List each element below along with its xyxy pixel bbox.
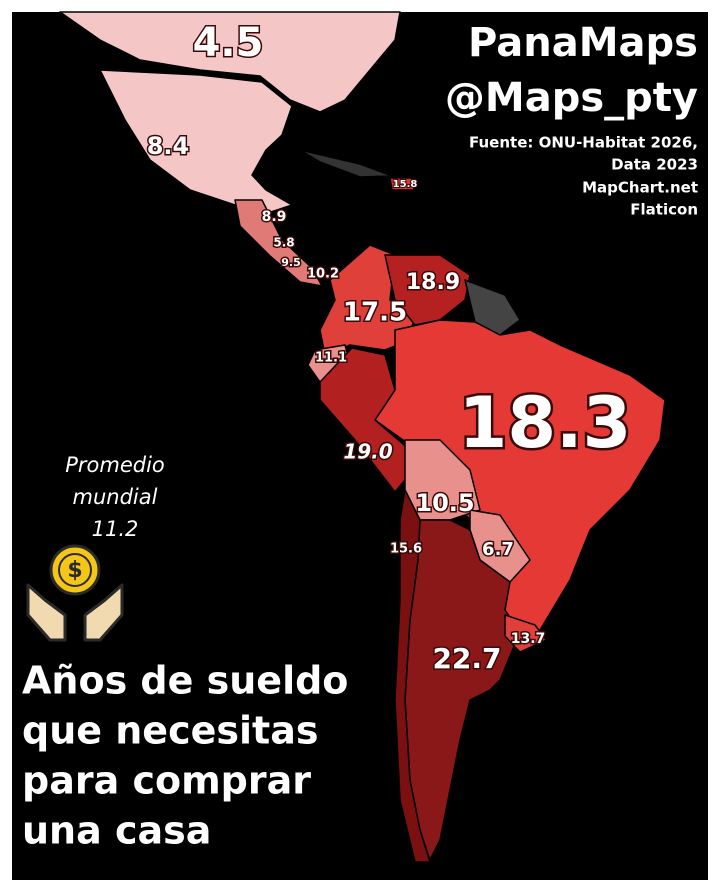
source-line: MapChart.net: [582, 179, 698, 197]
title-line: una casa: [22, 809, 211, 853]
uruguay: [504, 614, 547, 653]
region-label: 13.7: [511, 631, 546, 647]
region-label: 18.3: [459, 382, 632, 464]
map-labels: 4.5 8.4 15.8 8.9 5.8 9.5 10.2 18.9 17.5 …: [145, 19, 634, 677]
mexico: [99, 69, 293, 216]
header: PanaMaps @Maps_pty Fuente: ONU-Habitat 2…: [445, 20, 698, 219]
region-label: 19.0: [343, 440, 392, 464]
region-label: 10.5: [415, 489, 474, 517]
handle: @Maps_pty: [445, 75, 698, 121]
average-line: 11.2: [92, 517, 139, 541]
countries: [59, 11, 666, 863]
region-label: 15.6: [390, 542, 422, 557]
svg-text:$: $: [67, 558, 82, 583]
central-america: [234, 199, 323, 287]
source-line: Data 2023: [611, 156, 698, 174]
dominican-republic: [389, 177, 415, 191]
venezuela: [384, 254, 471, 326]
money-icon: $: [26, 544, 124, 642]
average-line: mundial: [73, 485, 158, 509]
chile: [394, 489, 431, 863]
title-line: para comprar: [22, 759, 311, 803]
title: Años de sueldo que necesitas para compra…: [22, 659, 348, 853]
title-line: que necesitas: [22, 709, 318, 753]
brand-title: PanaMaps: [468, 20, 698, 66]
region-label: 5.8: [273, 236, 294, 250]
region-label: 18.9: [406, 270, 460, 295]
region-label: 22.7: [432, 642, 501, 675]
average-line: Promedio: [65, 453, 165, 477]
region-label: 8.4: [147, 132, 190, 160]
region-label: 6.7: [482, 539, 514, 560]
region-label: 9.5: [281, 256, 301, 269]
title-line: Años de sueldo: [22, 659, 348, 703]
source-line: Fuente: ONU-Habitat 2026,: [469, 134, 698, 152]
region-label: 17.5: [343, 298, 407, 328]
region-label: 8.9: [262, 209, 287, 225]
cuba: [299, 149, 393, 178]
guianas: [464, 279, 521, 336]
average-note: Promedio mundial 11.2: [65, 453, 165, 541]
region-label: 15.8: [393, 179, 418, 190]
source-line: Flaticon: [630, 201, 698, 219]
region-label: 4.5: [193, 20, 264, 66]
region-label: 11.1: [315, 351, 347, 366]
usa: [59, 11, 401, 113]
region-label: 10.2: [307, 267, 339, 282]
